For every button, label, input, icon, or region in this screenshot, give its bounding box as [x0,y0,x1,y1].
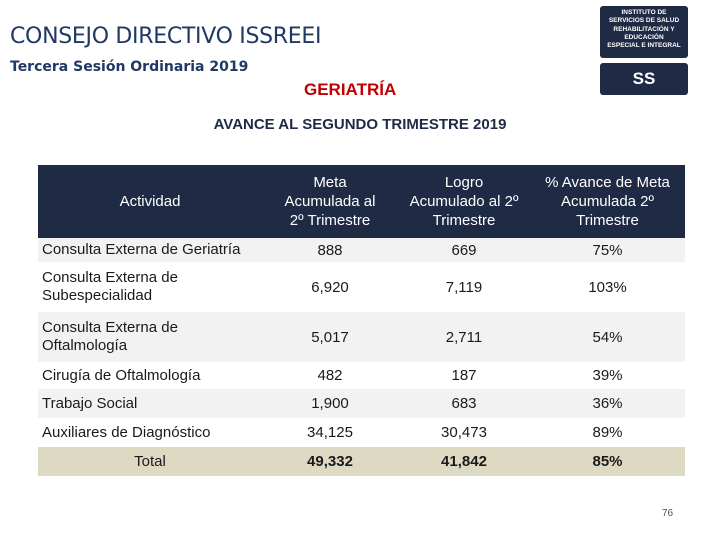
total-label: Total [38,447,262,476]
row-label: Cirugía de Oftalmología [38,362,262,389]
cell: 54% [530,312,685,362]
table-row: Consulta Externa de Subespecialidad 6,920… [38,262,685,312]
table: Actividad Meta Acumulada al 2º Trimestre Log… [38,165,685,476]
cell: 6,920 [262,262,398,312]
logo-line: EDUCACIÓN [624,33,664,41]
logo-line: SERVICIOS DE SALUD [608,17,680,25]
header-line: Acumulada al [284,193,376,210]
cell: 30,473 [398,418,530,447]
cell: 34,125 [262,418,398,447]
header-line: Logro [444,174,484,191]
header-line: Trimestre [432,212,496,229]
total-cell: 41,842 [398,447,530,476]
column-header: % Avance de Meta Acumulada 2º Trimestre [530,165,685,238]
column-header: Logro Acumulado al 2º Trimestre [398,165,530,238]
cell: 2,711 [398,312,530,362]
subtitle: Tercera Sesión Ordinaria 2019 [10,59,249,75]
cell: 7,119 [398,262,530,312]
row-label: Auxiliares de Diagnóstico [38,418,262,447]
total-cell: 85% [530,447,685,476]
cell: 187 [398,362,530,389]
column-header: Actividad [38,165,262,238]
table-row: Auxiliares de Diagnóstico 34,125 30,473 89% [38,418,685,447]
row-label: Consulta Externa de Geriatría [38,238,262,262]
header-line: Actividad [119,193,181,210]
header-line: Meta [313,174,347,191]
section-title: GERIATRÍA [304,80,397,99]
cell: 103% [530,262,685,312]
header-line: Acumulado al 2º [409,193,519,210]
cell: 888 [262,238,398,262]
table-row: Consulta Externa de Geriatría 888 669 75% [38,238,685,262]
row-label: Consulta Externa de Oftalmología [38,312,262,362]
cell: 669 [398,238,530,262]
logo-mark: SS [600,63,688,95]
title: CONSEJO DIRECTIVO ISSREEI [10,24,322,49]
header-line: Trimestre [576,212,639,229]
logo: INSTITUTO DE SERVICIOS DE SALUD REHABILITA… [600,6,688,58]
cell: 36% [530,389,685,418]
row-label: Trabajo Social [38,389,262,418]
total-row: Total 49,332 41,842 85% [38,447,685,476]
cell: 482 [262,362,398,389]
table-row: Consulta Externa de Oftalmología 5,017 2,7… [38,312,685,362]
cell: 89% [530,418,685,447]
cell: 683 [398,389,530,418]
row-label: Consulta Externa de Subespecialidad [38,262,262,312]
heading: AVANCE AL SEGUNDO TRIMESTRE 2019 [213,116,507,133]
header-row: Actividad Meta Acumulada al 2º Trimestre Log… [38,165,685,238]
page-number: 76 [662,508,674,519]
table-row: Trabajo Social 1,900 683 36% [38,389,685,418]
logo-line: INSTITUTO DE [621,9,667,16]
cell: 1,900 [262,389,398,418]
table-body: Consulta Externa de Geriatría 888 669 75% Co… [38,238,685,476]
cell: 39% [530,362,685,389]
logo-line: ESPECIAL E INTEGRAL [607,42,681,50]
header-line: Acumulada 2º [560,193,655,210]
cell: 75% [530,238,685,262]
total-cell: 49,332 [262,447,398,476]
column-header: Meta Acumulada al 2º Trimestre [262,165,398,238]
table-row: Cirugía de Oftalmología 482 187 39% [38,362,685,389]
logo-line: REHABILITACIÓN Y [613,25,675,33]
header-line: % Avance de Meta [545,174,670,191]
header-line: 2º Trimestre [289,212,371,229]
cell: 5,017 [262,312,398,362]
